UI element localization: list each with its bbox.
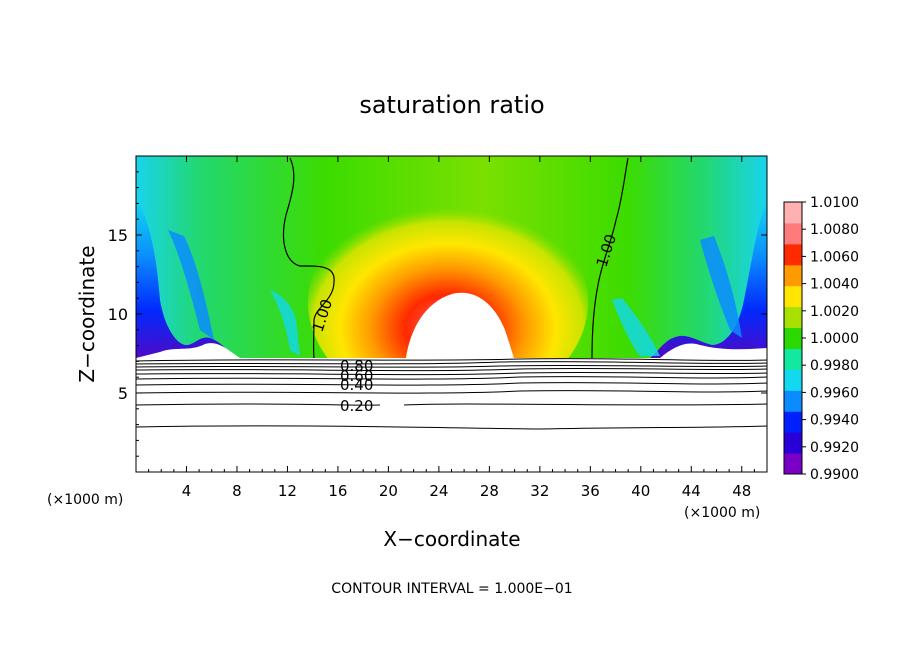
x-tick-label: 36 [581, 482, 600, 500]
x-tick-label: 24 [429, 482, 448, 500]
colorbar-swatch [784, 285, 802, 308]
colorbar-labels: 0.9900 0.9920 0.9940 0.9960 0.9980 1.0000 1.00… [802, 195, 859, 483]
colorbar-swatch [784, 222, 802, 245]
colorbar-swatch [784, 327, 802, 349]
colorbar-swatches [784, 202, 802, 475]
x-tick-label: 20 [379, 482, 398, 500]
contour-label: 0.80 [340, 357, 373, 375]
contour-label: 0.60 [340, 367, 373, 385]
colorbar-swatch [784, 369, 802, 391]
x-axis-ticks: 4 8 12 16 20 24 28 32 36 40 44 48 [148, 156, 755, 500]
colorbar-label: 0.9980 [810, 358, 859, 374]
x-unit-label-left: (×1000 m) [47, 492, 123, 508]
colorbar-label: 0.9940 [810, 413, 859, 429]
x-tick-label: 40 [631, 482, 650, 500]
colorbar-label: 1.0100 [810, 195, 859, 211]
y-tick-label: 15 [108, 226, 128, 245]
x-tick-label: 16 [328, 482, 347, 500]
contour-labels: 1.00 1.00 0.80 0.60 0.40 0.20 [309, 232, 620, 415]
colorbar-swatch [784, 411, 802, 433]
x-tick-label: 4 [182, 482, 192, 500]
x-tick-label: 48 [732, 482, 751, 500]
heatmap-cool-left-inner [168, 230, 214, 340]
colorbar-label: 1.0000 [810, 331, 859, 347]
colorbar-swatch [784, 202, 802, 224]
heatmap-cool-right [650, 200, 767, 358]
saturation-contours [282, 157, 629, 359]
heatmap-cool-right-2 [612, 298, 660, 356]
ground-edge-left [136, 343, 240, 358]
heatmap-supersaturated-core [406, 292, 514, 358]
heatmap-cool-right-inner [700, 236, 742, 338]
x-tick-label: 32 [530, 482, 549, 500]
ground-edge-right [660, 343, 767, 358]
colorbar-label: 1.0040 [810, 277, 859, 293]
colorbar-label: 1.0080 [810, 222, 859, 238]
heatmap-cool-mid [270, 290, 300, 356]
subsaturation-contours [135, 358, 768, 430]
colorbar-label: 1.0020 [810, 304, 859, 320]
y-axis-label: Z−coordinate [75, 245, 99, 382]
y-axis-ticks: 5 10 15 [108, 171, 767, 457]
heatmap-cool-left [136, 200, 236, 358]
colorbar-label: 0.9920 [810, 440, 859, 456]
colorbar-swatch [784, 243, 802, 266]
colorbar-swatch [784, 264, 802, 287]
contour-label: 0.40 [340, 376, 373, 394]
contour-label: 0.20 [340, 397, 373, 415]
colorbar-label: 0.9900 [810, 467, 859, 483]
ground-white-surface [136, 358, 767, 472]
x-axis-label: X−coordinate [383, 527, 520, 551]
colorbar: 0.9900 0.9920 0.9940 0.9960 0.9980 1.0000 1.00… [783, 195, 859, 483]
colorbar-swatch [784, 348, 802, 370]
chart-title: saturation ratio [359, 91, 544, 119]
colorbar-label: 0.9960 [810, 385, 859, 401]
x-unit-label-right: (×1000 m) [684, 505, 760, 521]
y-tick-label: 10 [108, 305, 128, 324]
y-tick-label: 5 [118, 384, 128, 403]
x-tick-label: 44 [682, 482, 701, 500]
contour-interval-note: CONTOUR INTERVAL = 1.000E−01 [331, 581, 572, 597]
x-tick-label: 12 [278, 482, 297, 500]
x-tick-label: 8 [232, 482, 242, 500]
colorbar-swatch [784, 432, 802, 454]
colorbar-swatch [784, 453, 802, 475]
colorbar-swatch [784, 390, 802, 412]
colorbar-swatch [784, 306, 802, 329]
colorbar-label: 1.0060 [810, 249, 859, 265]
x-tick-label: 28 [480, 482, 499, 500]
